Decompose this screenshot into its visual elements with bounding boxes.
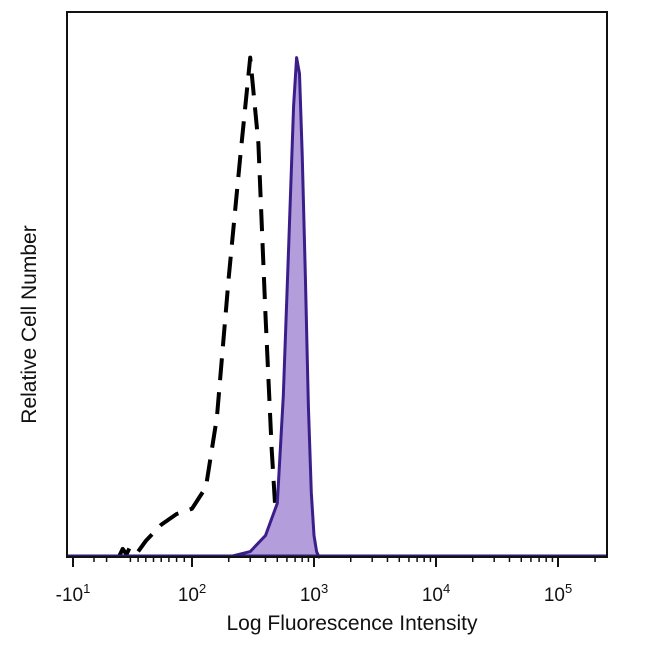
x-tick-label: 103 xyxy=(300,581,328,606)
control-histogram-dashed xyxy=(116,55,280,558)
y-axis-label: Relative Cell Number xyxy=(18,225,41,423)
x-axis-ticks: -101 102 103 104 105 xyxy=(56,557,596,606)
x-tick-label: 104 xyxy=(422,581,450,606)
series-layer xyxy=(67,55,607,559)
x-tick-label: 105 xyxy=(544,581,572,606)
plot-frame xyxy=(66,11,608,558)
x-axis-label: Log Fluorescence Intensity xyxy=(227,612,478,635)
x-tick-label: -101 xyxy=(56,581,91,606)
x-tick-label: 102 xyxy=(178,581,206,606)
